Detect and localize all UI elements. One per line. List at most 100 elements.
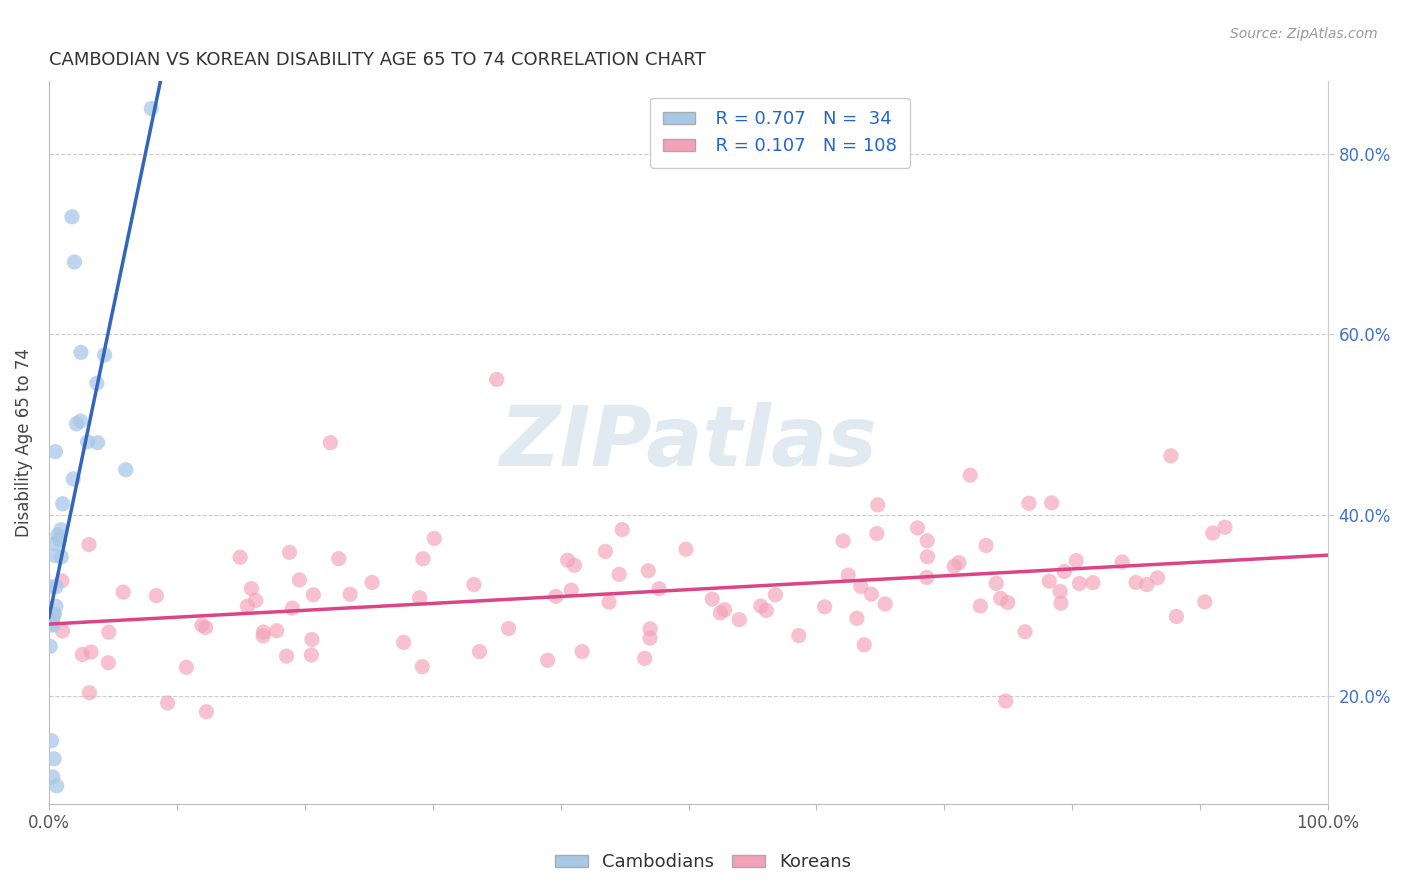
Point	[849, 579, 872, 593]
Point	[229, 550, 252, 565]
Point	[845, 611, 868, 625]
Point	[571, 644, 593, 658]
Point	[97, 656, 120, 670]
Point	[1111, 555, 1133, 569]
Point	[278, 545, 301, 559]
Point	[498, 622, 520, 636]
Point	[281, 601, 304, 615]
Point	[763, 588, 786, 602]
Point	[93, 348, 115, 362]
Point	[1014, 624, 1036, 639]
Y-axis label: Disability Age 65 to 74: Disability Age 65 to 74	[15, 348, 32, 537]
Text: CAMBODIAN VS KOREAN DISABILITY AGE 65 TO 74 CORRELATION CHART: CAMBODIAN VS KOREAN DISABILITY AGE 65 TO…	[49, 51, 706, 69]
Legend: Cambodians, Koreans: Cambodians, Koreans	[548, 847, 858, 879]
Point	[1069, 576, 1091, 591]
Point	[837, 568, 859, 582]
Point	[702, 592, 724, 607]
Point	[595, 544, 617, 558]
Point	[176, 660, 198, 674]
Point	[1053, 565, 1076, 579]
Point	[749, 599, 772, 613]
Point	[339, 587, 361, 601]
Point	[915, 533, 938, 548]
Point	[959, 468, 981, 483]
Point	[866, 526, 889, 541]
Point	[39, 580, 62, 594]
Point	[69, 414, 91, 428]
Point	[986, 576, 1008, 591]
Point	[276, 649, 298, 664]
Point	[76, 434, 98, 449]
Point	[41, 613, 63, 627]
Point	[299, 648, 322, 662]
Point	[65, 417, 87, 431]
Point	[638, 622, 661, 636]
Point	[42, 752, 65, 766]
Point	[948, 556, 970, 570]
Point	[45, 599, 67, 614]
Point	[907, 521, 929, 535]
Point	[915, 570, 938, 584]
Point	[787, 629, 810, 643]
Point	[994, 694, 1017, 708]
Point	[860, 587, 883, 601]
Point	[564, 558, 586, 573]
Point	[51, 574, 73, 588]
Point	[240, 582, 263, 596]
Point	[70, 345, 93, 359]
Point	[191, 618, 214, 632]
Point	[72, 648, 94, 662]
Point	[755, 603, 778, 617]
Point	[638, 631, 661, 645]
Point	[485, 372, 508, 386]
Point	[112, 585, 135, 599]
Point	[114, 463, 136, 477]
Point	[42, 770, 65, 784]
Point	[637, 564, 659, 578]
Point	[236, 599, 259, 613]
Point	[875, 597, 897, 611]
Point	[245, 593, 267, 607]
Point	[52, 497, 75, 511]
Point	[51, 624, 73, 638]
Point	[44, 536, 66, 550]
Point	[63, 255, 86, 269]
Point	[79, 686, 101, 700]
Point	[266, 624, 288, 638]
Point	[1125, 575, 1147, 590]
Point	[1166, 609, 1188, 624]
Point	[319, 435, 342, 450]
Point	[557, 553, 579, 567]
Point	[917, 549, 939, 564]
Point	[866, 498, 889, 512]
Point	[45, 580, 67, 594]
Point	[423, 532, 446, 546]
Point	[675, 542, 697, 557]
Point	[42, 617, 65, 632]
Point	[544, 590, 567, 604]
Point	[145, 589, 167, 603]
Point	[44, 549, 66, 563]
Point	[51, 549, 73, 564]
Point	[598, 595, 620, 609]
Point	[607, 567, 630, 582]
Point	[648, 582, 671, 596]
Point	[1064, 554, 1087, 568]
Point	[1049, 584, 1071, 599]
Point	[141, 102, 163, 116]
Point	[62, 472, 84, 486]
Point	[60, 210, 83, 224]
Point	[1081, 575, 1104, 590]
Point	[39, 613, 62, 627]
Point	[411, 659, 433, 673]
Point	[408, 591, 430, 605]
Point	[42, 607, 65, 622]
Point	[536, 653, 558, 667]
Point	[44, 607, 66, 622]
Text: Source: ZipAtlas.com: Source: ZipAtlas.com	[1230, 27, 1378, 41]
Point	[77, 537, 100, 551]
Point	[48, 533, 70, 547]
Point	[1213, 520, 1236, 534]
Point	[252, 629, 274, 643]
Point	[97, 625, 120, 640]
